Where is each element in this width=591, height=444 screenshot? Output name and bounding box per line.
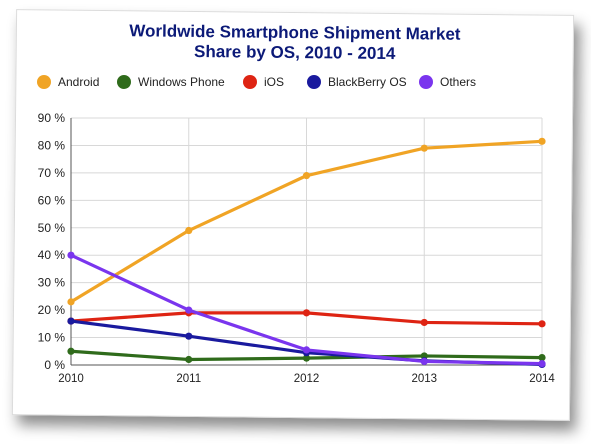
y-tick-label: 90 % [38, 111, 66, 125]
legend-label-windows-phone: Windows Phone [138, 75, 225, 89]
legend-label-others: Others [440, 75, 476, 89]
data-point-android [185, 226, 193, 235]
y-tick-label: 50 % [38, 221, 66, 235]
data-point-ios [420, 318, 428, 327]
data-point-blackberry-os [185, 332, 193, 340]
data-point-others [420, 357, 428, 366]
x-tick-label: 2013 [411, 373, 437, 385]
y-tick-label: 20 % [38, 303, 66, 317]
y-tick-label: 0 % [44, 358, 65, 372]
data-point-ios [302, 309, 311, 317]
x-tick-label: 2012 [294, 373, 320, 385]
legend-label-android: Android [58, 75, 99, 89]
y-tick-label: 30 % [38, 276, 66, 290]
x-tick-label: 2011 [176, 373, 201, 385]
y-tick-label: 10 % [38, 331, 66, 345]
x-tick-label: 2010 [58, 373, 84, 385]
data-point-android [302, 172, 311, 180]
y-tick-label: 60 % [38, 193, 66, 207]
data-point-others [538, 360, 546, 368]
data-point-android [420, 144, 428, 152]
data-point-others [185, 306, 193, 314]
data-point-others [67, 251, 75, 259]
legend-swatch-others [419, 75, 433, 89]
data-point-others [302, 346, 311, 354]
data-point-android [538, 137, 546, 145]
legend-swatch-windows-phone [117, 75, 131, 89]
legend-label-ios: iOS [264, 75, 284, 89]
data-point-android [67, 298, 75, 306]
data-point-windows-phone [538, 353, 546, 362]
x-tick-label: 2014 [529, 373, 555, 385]
data-point-blackberry-os [67, 317, 75, 325]
data-point-windows-phone [420, 352, 428, 360]
y-tick-label: 80 % [38, 138, 66, 152]
y-tick-label: 70 % [38, 166, 66, 180]
data-point-windows-phone [302, 354, 311, 362]
data-point-ios [538, 320, 546, 328]
legend-swatch-blackberry-os [307, 75, 321, 89]
legend-swatch-ios [243, 75, 257, 89]
y-tick-label: 40 % [38, 248, 66, 262]
legend-swatch-android [37, 75, 51, 89]
data-point-windows-phone [185, 355, 193, 364]
data-point-windows-phone [67, 347, 75, 355]
legend-label-blackberry-os: BlackBerry OS [328, 75, 407, 89]
